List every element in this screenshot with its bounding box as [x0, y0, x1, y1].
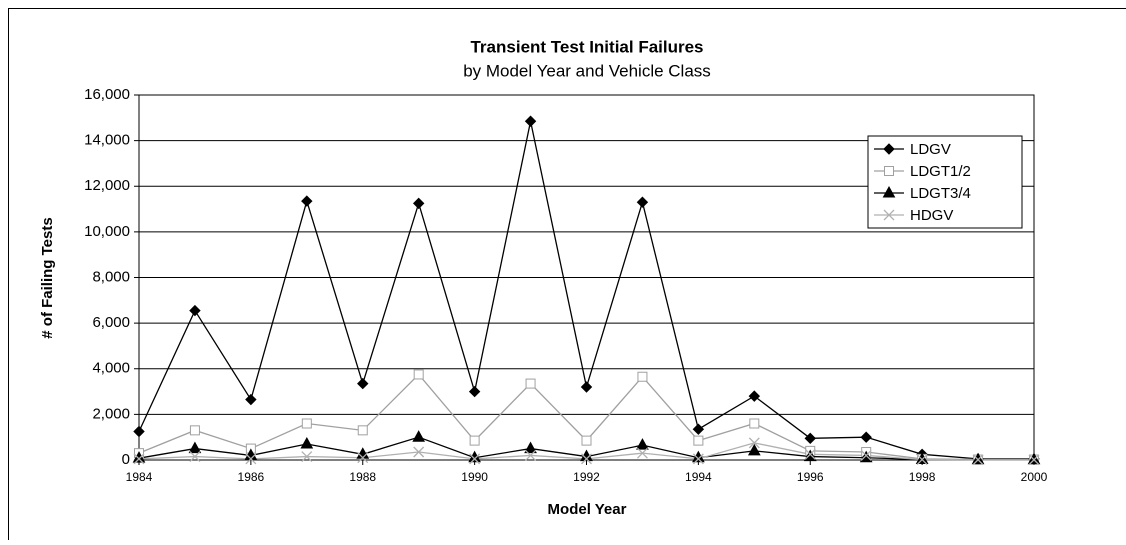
legend-label: LDGT1/2	[910, 163, 971, 180]
y-tick-label: 6,000	[92, 314, 130, 331]
y-tick-label: 4,000	[92, 360, 130, 377]
y-axis-label: # of Failing Tests	[39, 217, 56, 338]
x-tick-label: 1996	[797, 470, 824, 484]
y-tick-label: 12,000	[84, 177, 130, 194]
marker-square	[638, 372, 647, 381]
x-tick-label: 1986	[238, 470, 265, 484]
y-tick-label: 14,000	[84, 132, 130, 149]
x-tick-label: 1990	[461, 470, 488, 484]
legend-label: HDGV	[910, 207, 953, 224]
y-tick-label: 2,000	[92, 405, 130, 422]
marker-square	[358, 426, 367, 435]
y-tick-label: 0	[122, 451, 130, 468]
x-tick-label: 1988	[349, 470, 376, 484]
chart-title: Transient Test Initial Failures	[470, 37, 703, 56]
x-tick-label: 1998	[909, 470, 936, 484]
legend-label: LDGV	[910, 141, 951, 158]
marker-square	[302, 419, 311, 428]
x-tick-label: 1994	[685, 470, 712, 484]
marker-square	[582, 436, 591, 445]
marker-square	[694, 436, 703, 445]
chart-subtitle: by Model Year and Vehicle Class	[463, 61, 711, 80]
marker-square	[750, 419, 759, 428]
y-tick-label: 16,000	[84, 86, 130, 103]
marker-square	[414, 370, 423, 379]
x-tick-label: 2000	[1021, 470, 1048, 484]
legend: LDGV LDGT1/2 LDGT3/4 HDGV	[868, 136, 1022, 228]
x-tick-label: 1984	[126, 470, 153, 484]
x-tick-label: 1992	[573, 470, 600, 484]
marker-square	[885, 167, 894, 176]
x-axis-label: Model Year	[548, 501, 627, 518]
y-tick-label: 10,000	[84, 223, 130, 240]
marker-square	[470, 436, 479, 445]
marker-square	[526, 379, 535, 388]
legend-label: LDGT3/4	[910, 185, 971, 202]
y-tick-label: 8,000	[92, 268, 130, 285]
marker-square	[190, 426, 199, 435]
